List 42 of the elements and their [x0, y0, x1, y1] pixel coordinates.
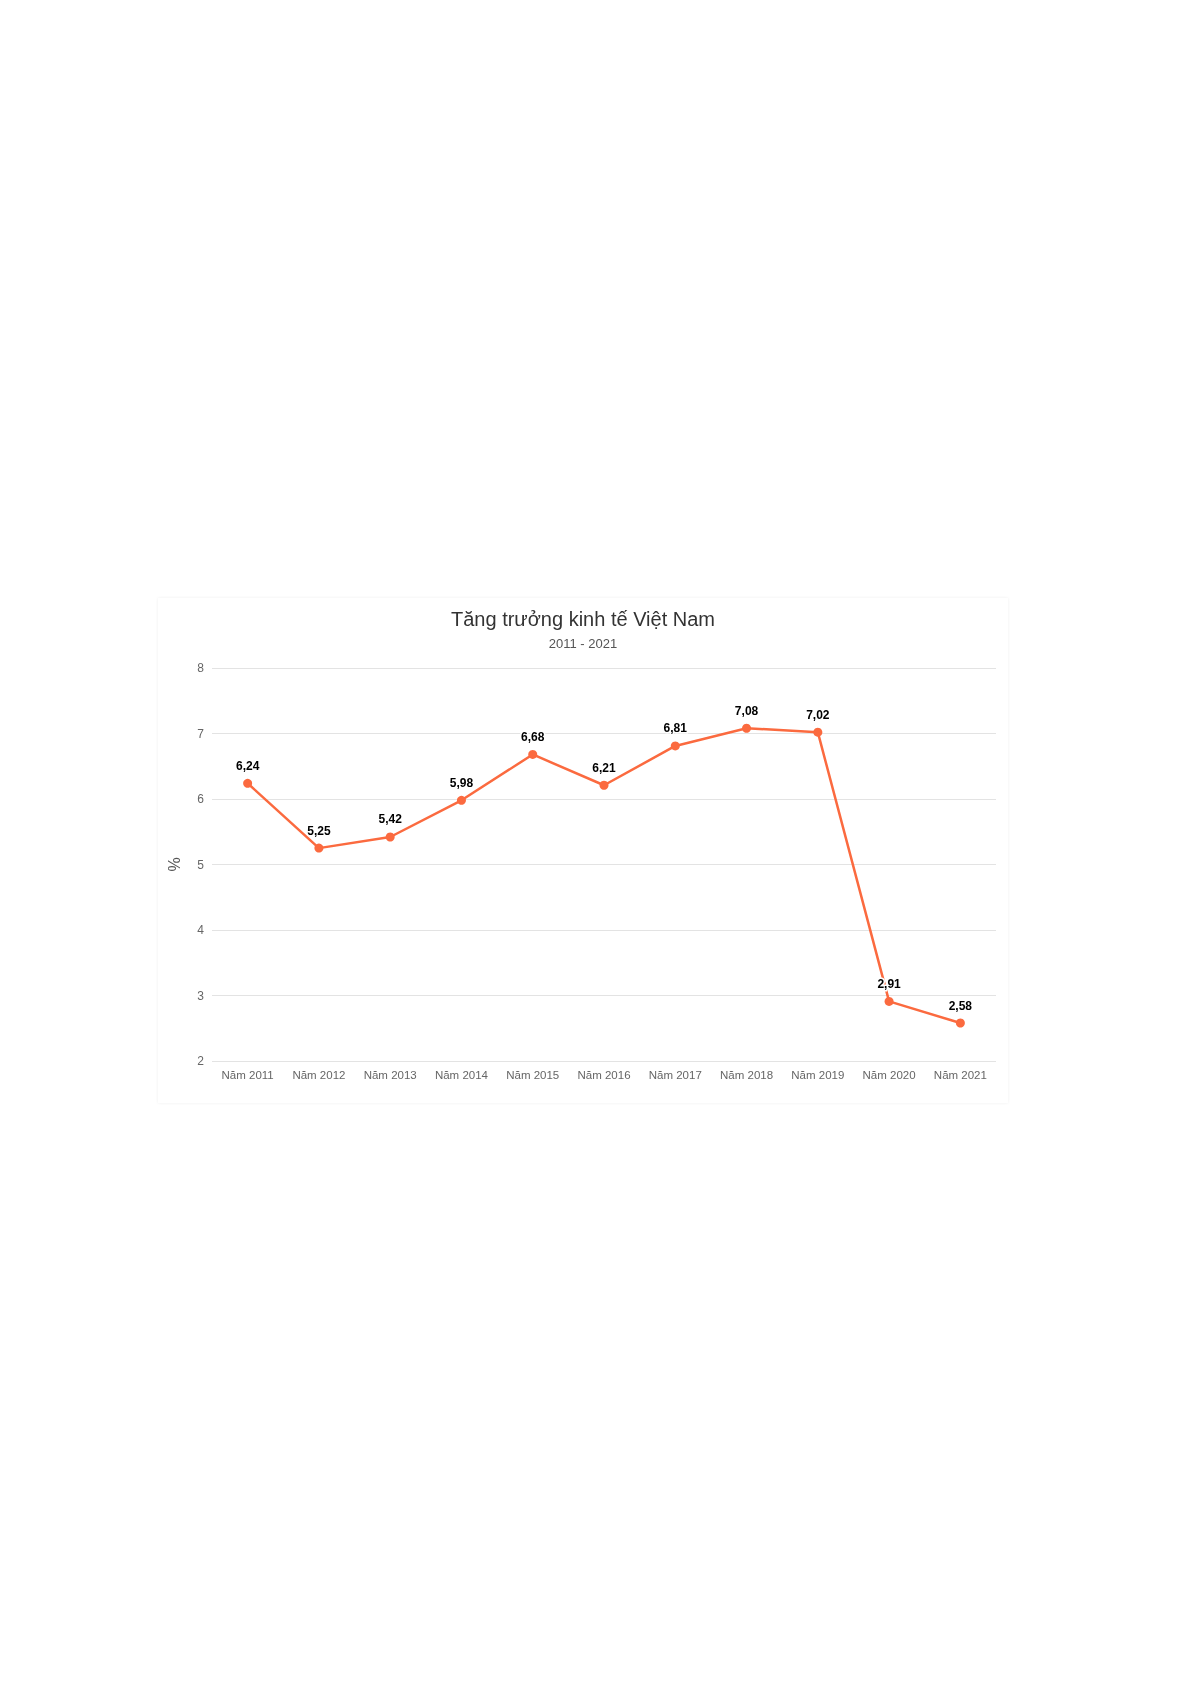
data-label: 2,58: [948, 998, 973, 1013]
x-tick-label: Năm 2018: [720, 1069, 774, 1081]
y-tick-label: 2: [197, 1054, 205, 1068]
data-label: 6,21: [592, 760, 616, 775]
data-label: 7,08: [734, 703, 759, 718]
chart-title: Tăng trưởng kinh tế Việt Nam: [450, 608, 716, 630]
point: [955, 1018, 965, 1028]
point: [314, 843, 324, 853]
y-tick-label: 4: [197, 923, 205, 937]
data-label: 6,81: [663, 721, 688, 736]
point: [599, 780, 609, 790]
y-tick-label: 3: [197, 988, 205, 1003]
data-label: 5,25: [307, 823, 331, 838]
point: [670, 741, 680, 751]
y-tick-label: 8: [197, 661, 205, 675]
x-tick-label: Năm 2012: [292, 1069, 346, 1081]
point: [456, 795, 466, 805]
x-tick-label: Năm 2019: [791, 1069, 845, 1081]
y-tick-label: 7: [197, 726, 205, 741]
point: [884, 996, 894, 1006]
y-tick-label: 5: [197, 857, 205, 872]
y-tick-label: 6: [197, 792, 205, 806]
x-tick-label: Năm 2014: [434, 1069, 489, 1081]
x-tick-label: Năm 2020: [862, 1069, 916, 1081]
point: [528, 749, 538, 759]
data-label: 6,68: [521, 729, 545, 744]
x-tick-label: Năm 2016: [577, 1069, 631, 1081]
point: [742, 723, 752, 733]
data-label: 5,98: [449, 775, 474, 790]
x-tick-label: Năm 2013: [363, 1069, 417, 1081]
x-tick-label: Năm 2021: [933, 1069, 987, 1081]
point: [243, 778, 253, 788]
y-axis-title: %: [165, 857, 183, 872]
x-tick-label: Năm 2015: [506, 1069, 560, 1081]
x-tick-label: Năm 2011: [221, 1069, 274, 1081]
data-label: 6,24: [235, 758, 260, 773]
point: [385, 832, 395, 842]
point: [813, 727, 823, 737]
x-tick-label: Năm 2017: [648, 1069, 702, 1081]
data-label: 5,42: [378, 812, 403, 827]
chart-subtitle: 2011 - 2021: [548, 636, 618, 651]
data-label: 7,02: [806, 707, 830, 722]
